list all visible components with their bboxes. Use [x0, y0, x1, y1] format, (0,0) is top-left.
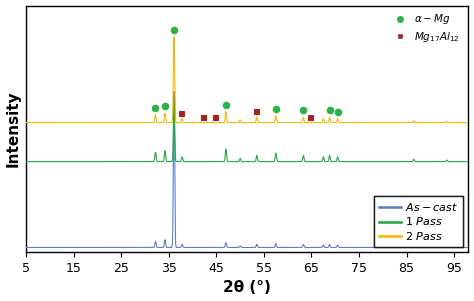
Legend: $As-cast$, $1\ Pass$, $2\ Pass$: $As-cast$, $1\ Pass$, $2\ Pass$ [374, 196, 463, 247]
Y-axis label: Intensity: Intensity [6, 91, 20, 167]
X-axis label: 2θ (°): 2θ (°) [223, 281, 271, 296]
